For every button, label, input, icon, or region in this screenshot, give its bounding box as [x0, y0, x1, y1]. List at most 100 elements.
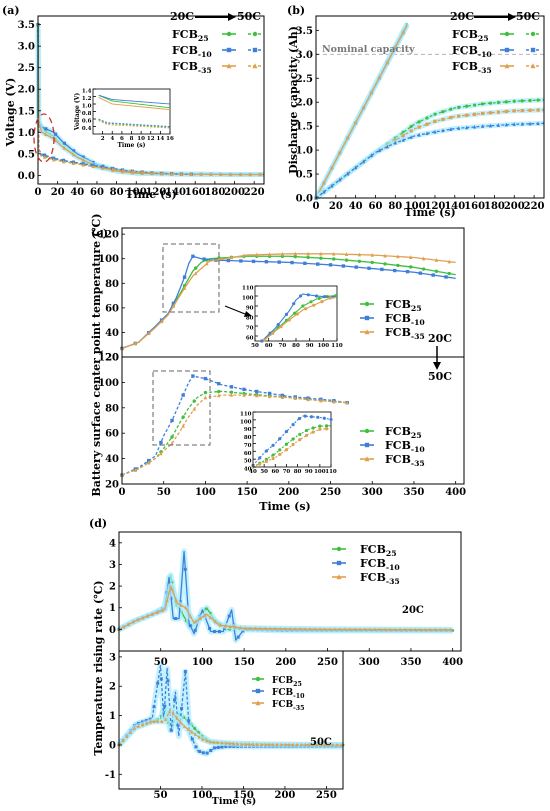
panel-c-bottom-series-0-point	[192, 399, 196, 403]
panel-d-top-series-2-point	[273, 626, 277, 631]
panel-d-top-series-2-point	[283, 626, 287, 631]
panel-c-top-series-1-point	[341, 264, 346, 268]
panel-d-bottom-ytick-label: 2	[109, 682, 116, 693]
panel-c-bottom-series-1-point	[181, 393, 185, 397]
panel-b-legend-marker-0-1	[530, 31, 536, 37]
panel-c-bottom-inset-series-2-point	[258, 462, 262, 466]
panel-a-inset-ytick-label: 1.2	[82, 96, 92, 102]
panel-c-bottom-legend-marker-1-0	[364, 442, 370, 448]
panel-d-top-series-2-point	[438, 627, 442, 632]
panel-d-bottom-ytick-label: 1	[109, 711, 116, 722]
panel-c-bottom-inset-series-1-point	[297, 416, 302, 421]
panel-b-series-4-point	[425, 122, 429, 126]
panel-c-side-arrowhead	[433, 362, 441, 370]
panel-a-series-2-line	[37, 24, 264, 176]
panel-a-ytick-label: 2.5	[18, 63, 35, 74]
panel-c-top-series-2-point	[409, 255, 413, 259]
panel-c-top-series-0-point	[193, 266, 198, 270]
panel-c-bottom-inset-ytick-label: 50	[244, 459, 252, 465]
panel-a-series-5-point	[189, 172, 193, 176]
panel-d-top-series-2-point	[248, 626, 252, 630]
panel-c-bottom-series-2-point	[255, 393, 259, 398]
panel-c-bottom-inset-ytick-label: 110	[240, 412, 252, 418]
panel-c-bottom-inset-series-0-point	[284, 442, 289, 446]
panel-d-top-series-2-point	[136, 617, 140, 622]
panel-c-bottom-series-1-point	[242, 387, 246, 392]
panel-c-top-series-1-point	[431, 273, 435, 277]
panel-d-top-series-2-line	[118, 585, 453, 631]
panel-b-xtick-label: 220	[524, 201, 545, 212]
panel-d-top-series-2-point	[165, 598, 169, 602]
panel-c-side-label-top: 20C	[428, 332, 452, 345]
panel-d-bottom-series-2-point	[125, 734, 129, 739]
panel-a-series-2-point	[199, 172, 203, 176]
panel-c-bottom-inset-series-2-point	[291, 442, 295, 447]
panel-c-top-series-2-point	[267, 252, 272, 257]
panel-d-top-series-2-point	[313, 627, 317, 631]
panel-c-bottom-inset-series-2-point	[318, 427, 322, 431]
panel-c-top-legend-label-0: FCB25	[385, 298, 422, 313]
panel-b-series-3-point	[488, 101, 493, 105]
panel-d-top-xtick-label: 150	[234, 657, 255, 668]
panel-d-bottom-series-2-point	[275, 742, 279, 747]
panel-c-top-ytick-label: 100	[98, 254, 119, 265]
panel-c-top-series-2-point	[280, 251, 285, 256]
panel-a-xtick-label: 220	[244, 187, 265, 198]
panel-a-inset-ytick-label: 0.4	[82, 126, 92, 132]
panel-a-xtick-label: 160	[185, 187, 206, 198]
panel-c-top-inset-series-2-point	[312, 303, 316, 307]
panel-b-series-5-markers	[314, 121, 540, 200]
panel-c-top-series-1-point	[239, 259, 243, 263]
panel-b-series-5-point	[338, 177, 342, 182]
panel-d-bottom-series-2-point	[194, 732, 198, 737]
panel-c-top-inset-series-2-point	[279, 325, 283, 329]
panel-c-bottom-inset-xtick-label: 60	[271, 469, 279, 475]
panel-a-ytick-label: 3.5	[18, 20, 35, 31]
panel-b-series-2-point	[322, 180, 326, 185]
panel-c-xtick-label: 300	[362, 487, 383, 498]
panel-c-top-inset-xtick-label: 60	[265, 343, 273, 349]
panel-d-bottom-legend-label-0: FCB25	[272, 676, 302, 688]
panel-d-bottom-series-2-point	[205, 738, 209, 743]
panel-b-series-5-point	[504, 122, 508, 127]
panel-c-bottom-inset-series-0-point	[311, 426, 315, 430]
panel-d-bottom-series-2-point	[283, 742, 287, 747]
panel-d-bottom-series-2-point	[228, 741, 232, 745]
panel-c-top-inset-series-2-point	[287, 318, 291, 322]
panel-c-top-series-0-point	[344, 258, 349, 262]
panel-b-series-3-point	[473, 103, 477, 107]
panel-d-top-legend-marker-1-0	[336, 560, 342, 566]
panel-c-bottom-inset-series-2-point	[304, 433, 309, 438]
panel-b-series-5-point	[425, 131, 429, 136]
panel-a-ytick-label: 0.5	[18, 149, 35, 160]
panel-c-bottom-series-0-point	[217, 389, 221, 394]
panel-d-bottom-series-2-point	[186, 727, 190, 731]
panel-a-series-5-point	[52, 157, 56, 162]
panel-c-bottom-ytick-label: 120	[98, 353, 119, 364]
panel-c-bottom-series-1-point	[267, 391, 272, 396]
panel-c-frame	[121, 227, 465, 485]
panel-d-ylabel: Temperature rising rate (℃)	[92, 580, 105, 755]
panel-d-bottom-series-1-point	[212, 746, 216, 750]
panel-c-top-series-1-point	[264, 260, 269, 264]
panel-d-top-series-2-point	[198, 616, 202, 621]
panel-d-bottom-series-2-line	[118, 709, 344, 746]
panel-d-bottom-series-1-point	[224, 745, 228, 749]
panel-a-xtick-label: 20	[51, 187, 65, 198]
panel-b-series-4-point	[473, 112, 477, 116]
panel-c-xtick-label: 200	[278, 487, 299, 498]
panel-d-bottom-ytick-label: 3	[109, 652, 116, 663]
panel-d-top-series-2-point	[253, 626, 257, 630]
panel-c-bottom-legend-label-0: FCB25	[385, 425, 422, 440]
panel-c-top-inset-series-1-point	[314, 294, 319, 298]
panel-b-series-3-point	[504, 100, 508, 104]
panel-c-xtick-label: 350	[404, 487, 425, 498]
panel-d-top-series-2-point	[353, 627, 357, 631]
panel-d-bottom-series-2-point	[339, 742, 343, 747]
panel-c-bottom-inset-series-2-point	[278, 452, 282, 457]
panel-b-series-4-point	[512, 109, 516, 113]
panel-c-top-ytick-label: 60	[105, 303, 119, 314]
panel-b-series-2-point	[338, 150, 342, 155]
panel-c-top-inset-xtick-label: 50	[251, 343, 259, 349]
